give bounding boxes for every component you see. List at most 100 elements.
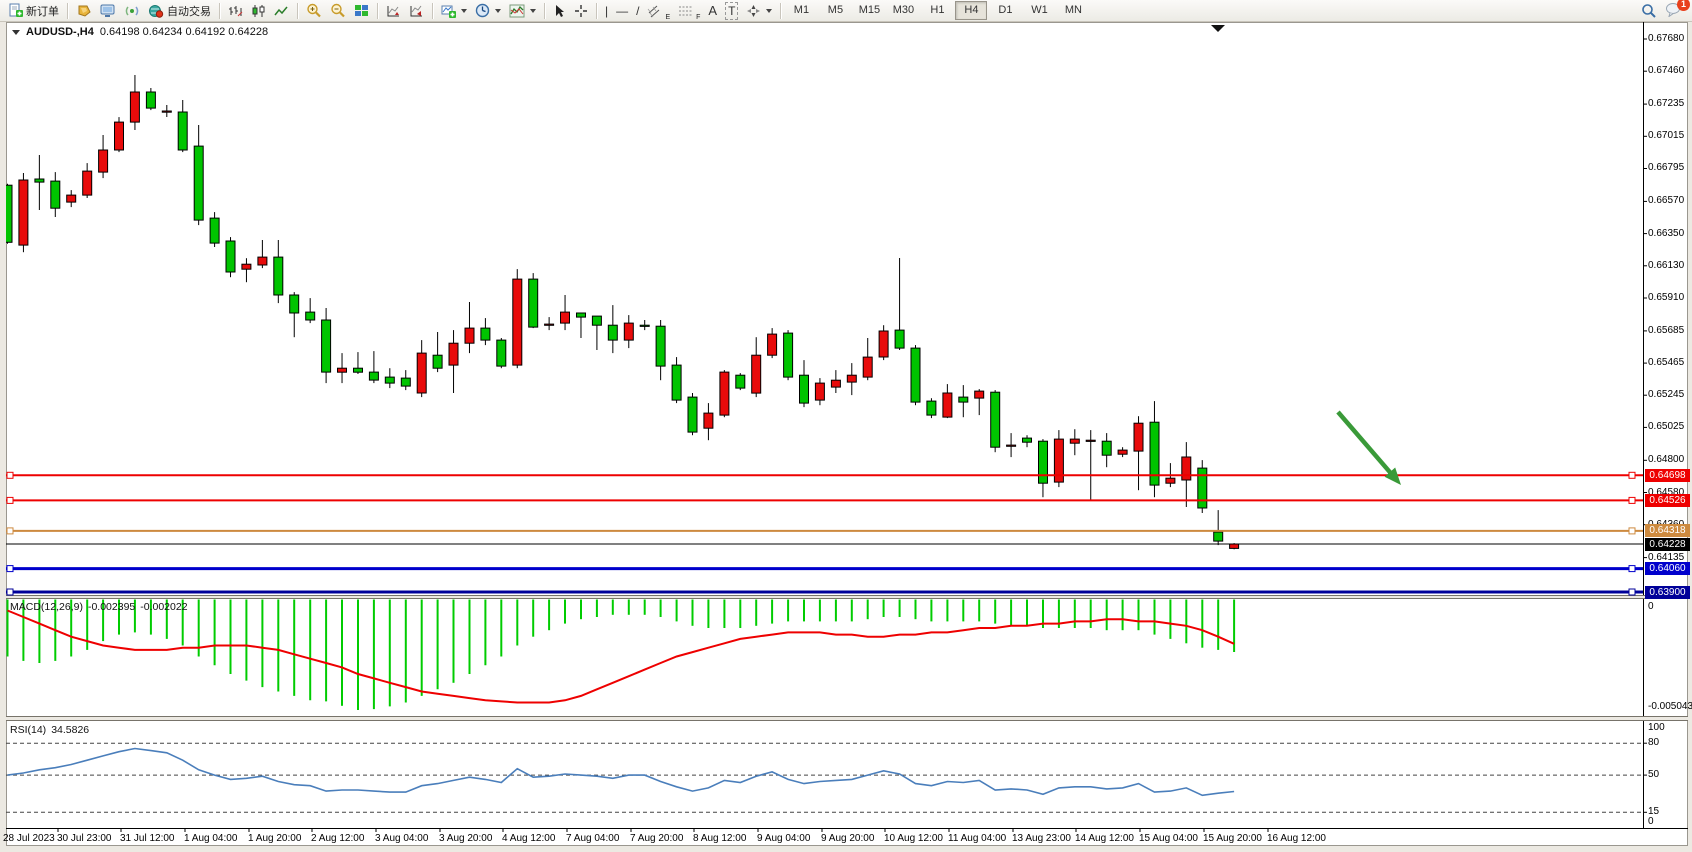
chart-menu-icon[interactable] [12,29,20,35]
clock-icon [475,3,490,18]
horizontal-line-tool-button[interactable]: — [612,1,632,21]
timeframe-button-m30[interactable]: M30 [892,4,915,16]
candle-body [1069,438,1080,444]
macd-signal-line [7,609,1235,704]
candle-body [560,311,570,324]
indicators-button[interactable] [505,1,540,21]
chat-button[interactable]: 1 [1665,0,1690,20]
trendline-tool-button[interactable]: / [632,1,643,21]
macd-pane-separator[interactable] [6,595,1688,599]
terminal-button[interactable] [96,1,120,21]
new-order-button[interactable]: 新订单 [4,1,63,21]
timeframe-button-mn[interactable]: MN [1064,4,1082,16]
time-axis-label: 7 Aug 04:00 [566,833,620,844]
vertical-line-tool-button[interactable]: | [601,1,612,21]
new-chart-button[interactable] [437,1,471,21]
candle-body [974,390,985,399]
candle-body [846,374,857,383]
zoom-out-icon [331,3,345,18]
line-handle[interactable] [1628,588,1636,596]
metaeditor-button[interactable] [72,1,96,21]
candle-body [321,319,332,373]
candle-body [591,315,602,326]
candle-body [1165,477,1176,484]
period-dropdown-icon[interactable] [495,8,501,13]
candle-body [18,179,29,246]
autotrading-button[interactable]: 自动交易 [144,1,215,21]
timeframe-button-w1[interactable]: W1 [1031,4,1048,16]
autotrading-label: 自动交易 [167,5,211,18]
candle-body [623,322,634,341]
new-order-label: 新订单 [26,5,59,18]
new-chart-dropdown-icon[interactable] [461,8,467,13]
timeframe-button-d1[interactable]: D1 [998,4,1013,16]
rsi-pane-separator[interactable] [6,716,1688,721]
zoom-out-button[interactable] [326,1,350,21]
line-chart-button[interactable] [270,1,293,21]
line-handle[interactable] [1628,496,1636,504]
toolbar-separator [544,2,545,19]
vertical-line-icon: | [605,3,609,18]
tile-windows-button[interactable] [350,1,373,21]
timeframe-button-m1[interactable]: M1 [793,4,810,16]
line-handle[interactable] [6,471,14,479]
line-handle[interactable] [1628,565,1636,573]
line-handle[interactable] [1628,527,1636,535]
macd-scale-top: 0 [1648,601,1654,612]
bar-chart-icon [229,5,243,16]
timeframe-button-m15[interactable]: M15 [858,4,881,16]
line-chart-icon [274,6,288,15]
price-line-badge: 0.64526 [1645,493,1690,507]
data-window-button[interactable] [382,1,405,21]
candle-body [783,332,794,378]
crosshair-tool-button[interactable] [570,1,592,21]
line-handle[interactable] [6,527,14,535]
candle-body [400,377,411,387]
chart-shift-marker[interactable] [1211,25,1225,32]
left-margin [0,22,6,852]
search-icon[interactable] [1641,3,1657,19]
price-axis-label: 0.67015 [1648,130,1685,142]
price-axis-border [1643,22,1644,829]
annotation-arrow-shaft[interactable] [1336,410,1395,478]
candle-body [1085,439,1096,442]
toolbar-separator [377,2,378,19]
indicators-dropdown-icon[interactable] [530,8,536,13]
candle-body [177,111,188,151]
timeframe-button-h1[interactable]: H1 [930,4,945,16]
line-handle[interactable] [6,496,14,504]
cursor-tool-button[interactable] [549,1,570,21]
candle-body [289,294,300,314]
period-button[interactable] [471,1,505,21]
candlestick-chart-button[interactable] [247,1,270,21]
zoom-in-button[interactable] [302,1,326,21]
candle-body [671,364,682,401]
timeframe-button-h4[interactable]: H4 [955,1,988,20]
price-line-badge: 0.64698 [1645,468,1690,482]
trendline-icon: / [636,3,640,18]
channel-tool-button[interactable]: E [643,1,674,21]
price-axis-label: 0.65245 [1648,389,1685,401]
text-tool-button[interactable]: A [704,1,721,21]
line-handle[interactable] [6,588,14,596]
timeframe-button-m5[interactable]: M5 [827,4,844,16]
fibonacci-tool-button[interactable]: F [674,1,704,21]
navigator-button[interactable] [405,1,428,21]
candle-body [145,91,156,109]
zoom-in-icon [307,3,321,18]
line-handle[interactable] [1628,471,1636,479]
annotation-arrow-head[interactable] [1384,467,1401,485]
candle-body [98,149,109,173]
arrows-dropdown-icon[interactable] [766,8,773,13]
time-axis-label: 16 Aug 12:00 [1267,833,1326,844]
signals-button[interactable] [120,1,144,21]
candle-body [990,391,1001,448]
line-handle[interactable] [6,565,14,573]
arrows-tool-button[interactable] [742,1,776,21]
time-axis-label: 13 Aug 23:00 [1012,833,1071,844]
time-axis-label: 15 Aug 04:00 [1139,833,1198,844]
chart-plot-background[interactable] [6,22,1688,846]
bar-chart-button[interactable] [224,1,247,21]
label-tool-button[interactable]: T [721,1,742,21]
